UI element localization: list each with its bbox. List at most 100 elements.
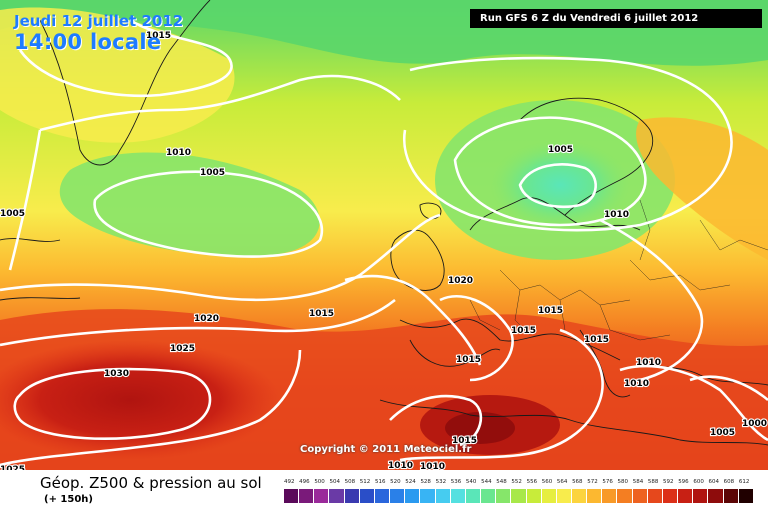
isobar-label: 1025: [0, 465, 25, 470]
isobar-1005-scandinavia: [453, 116, 647, 227]
isobar-1000-scandinavia: [518, 163, 597, 209]
isobar-1015-greenland: [18, 18, 233, 98]
forecast-date: Jeudi 12 juillet 2012: [14, 12, 184, 30]
isobar-label: 1015: [538, 306, 563, 316]
z500-azores-high-core: [0, 340, 280, 460]
isobars: [0, 18, 768, 467]
scale-swatch: [359, 489, 375, 503]
isobar-label: 1000: [742, 419, 767, 429]
isobar-labels: 1015 1010 1005 1005 1005 1010 1020 1015 …: [0, 30, 768, 470]
scale-swatch: [723, 489, 739, 503]
scale-swatch: [662, 489, 679, 503]
scale-swatch: [693, 489, 709, 503]
scale-label: 496: [299, 479, 310, 485]
isobar-label: 1015: [452, 436, 477, 446]
z500-scandinavia-low-core: [490, 140, 630, 230]
scale-label: 572: [587, 479, 598, 485]
scale-swatch: [465, 489, 482, 503]
scale-label: 556: [526, 479, 538, 485]
scale-label: 608: [723, 479, 735, 485]
isobar-1030-azores: [13, 367, 212, 440]
isobar-label: 1010: [420, 462, 445, 470]
scale-swatch: [632, 489, 648, 503]
scale-swatch: [647, 489, 663, 503]
scale-label: 588: [647, 479, 659, 485]
scale-label: 560: [541, 479, 553, 485]
scale-swatch: [314, 489, 330, 503]
scale-label: 596: [678, 479, 689, 485]
scale-label: 544: [481, 479, 492, 485]
isobar-1010-africa: [399, 328, 604, 462]
run-info: Run GFS 6 Z du Vendredi 6 juillet 2012: [470, 9, 762, 28]
scale-swatch: [617, 489, 633, 503]
isobar-label: 1020: [448, 276, 473, 286]
isobar-1015-atlantic: [0, 213, 441, 302]
scale-label: 568: [572, 479, 583, 485]
isobar-1025-azores: [0, 349, 302, 467]
legend-subtitle: (+ 150h): [44, 494, 93, 505]
isobar-1020-atlantic: [0, 298, 396, 347]
copyright-notice: Copyright © 2011 Meteociel.fr: [300, 444, 472, 455]
isobar-label: 1015: [309, 309, 334, 319]
scale-swatch: [284, 489, 300, 503]
scale-swatch: [738, 489, 754, 503]
isobar-label: 1020: [194, 314, 219, 324]
scale-swatch: [678, 489, 694, 503]
isobar-1010-scandinavia: [402, 56, 733, 232]
isobar-label: 1005: [710, 428, 735, 438]
isobar-label: 1010: [624, 379, 649, 389]
isobar-label: 1005: [0, 209, 25, 219]
scale-label: 512: [359, 479, 371, 485]
scale-label: 612: [738, 479, 750, 485]
scale-label: 516: [374, 479, 386, 485]
scale-swatch: [450, 489, 466, 503]
forecast-time: 14:00 locale: [14, 30, 162, 54]
color-scale: [284, 489, 754, 503]
scale-label: 548: [496, 479, 507, 485]
scale-swatch: [496, 489, 512, 503]
isobar-label: 1015: [511, 326, 536, 336]
scale-label: 564: [556, 479, 568, 485]
scale-label: 592: [663, 479, 674, 485]
isobar-label: 1015: [456, 355, 481, 365]
legend-title: Géop. Z500 & pression au sol: [40, 474, 262, 492]
legend-bar: Géop. Z500 & pression au sol (+ 150h) 49…: [0, 470, 768, 512]
scale-swatch: [420, 489, 436, 503]
isobar-label: 1005: [200, 168, 225, 178]
scale-swatch: [602, 489, 618, 503]
scale-label: 580: [617, 479, 629, 485]
isobar-label: 1010: [166, 148, 191, 158]
isobar-label: 1010: [388, 461, 413, 470]
scale-label: 504: [329, 479, 340, 485]
scale-swatch: [329, 489, 345, 503]
isobar-label: 1005: [548, 145, 573, 155]
scale-label: 528: [420, 479, 431, 485]
scale-swatch: [344, 489, 360, 503]
z500-east-ridge: [636, 117, 768, 260]
geopotential-map: 1015 1010 1005 1005 1005 1010 1020 1015 …: [0, 0, 768, 470]
scale-label: 532: [435, 479, 447, 485]
scale-swatch: [526, 489, 542, 503]
scale-label: 584: [632, 479, 644, 485]
isobar-1015-france: [344, 274, 482, 366]
isobar-1010-balkans: [599, 218, 704, 382]
scale-label: 520: [390, 479, 401, 485]
scale-swatch: [556, 489, 572, 503]
scale-swatch: [390, 489, 406, 503]
scale-label: 600: [693, 479, 704, 485]
scale-swatch: [541, 489, 557, 503]
scale-label: 524: [405, 479, 416, 485]
scale-swatch: [481, 489, 497, 503]
isobar-label: 1010: [604, 210, 629, 220]
scale-label: 536: [450, 479, 462, 485]
isobar-1005-atlantic: [93, 170, 324, 258]
isobar-label: 1010: [636, 358, 661, 368]
color-scale-labels: 492 496 500 504 508 512 516 520 524 528 532 536 540 5…: [284, 479, 754, 489]
scale-swatch: [299, 489, 315, 503]
isobar-1000-east: [689, 375, 768, 401]
scale-swatch: [571, 489, 588, 503]
isobar-label: 1030: [104, 369, 129, 379]
isobar-1010-west: [8, 74, 401, 271]
scale-label: 508: [344, 479, 356, 485]
